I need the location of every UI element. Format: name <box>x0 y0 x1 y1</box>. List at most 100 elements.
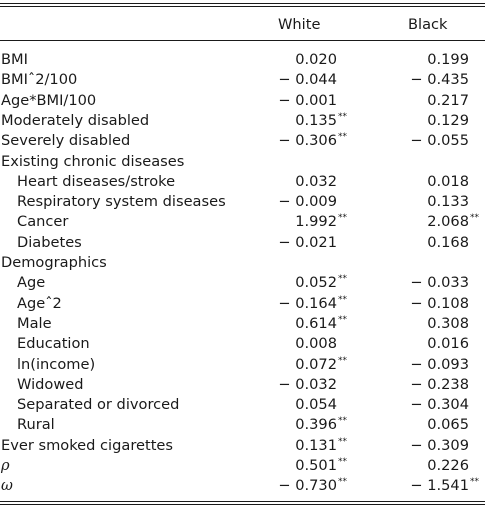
significance-stars: ** <box>338 355 347 366</box>
value-black-number: − 0.108 <box>410 294 469 312</box>
bottom-rule-2 <box>0 504 485 505</box>
value-white-number: 0.131 <box>295 436 337 454</box>
table-row: ω − 0.730 ** − 1.541 ** <box>0 476 485 496</box>
value-black-number: 0.129 <box>427 111 469 129</box>
significance-stars: ** <box>338 314 347 325</box>
value-black-number: − 0.435 <box>410 71 469 89</box>
value-black: 0.226 <box>427 456 469 476</box>
significance-stars: ** <box>338 294 347 305</box>
row-label: Severely disabled <box>1 132 131 150</box>
significance-stars: ** <box>338 132 347 143</box>
value-black: 0.199 <box>427 50 469 70</box>
row-label: Diabetes <box>17 233 82 251</box>
table-row: BMIˆ2/100 − 0.044 − 0.435 <box>0 70 485 90</box>
value-black-number: 0.018 <box>427 172 469 190</box>
top-rule-1 <box>0 3 485 4</box>
row-label: Ageˆ2 <box>17 294 62 312</box>
value-white-number: 0.052 <box>295 274 337 292</box>
value-black: − 1.541 ** <box>410 476 479 496</box>
value-white: 0.008 <box>295 334 337 354</box>
value-white-number: − 0.001 <box>278 91 337 109</box>
value-white-number: 0.020 <box>295 51 337 68</box>
value-white: 0.135 ** <box>295 111 347 131</box>
value-white: − 0.001 <box>278 91 337 111</box>
value-black-number: − 1.541 <box>410 477 469 495</box>
row-label: Respiratory system diseases <box>17 193 226 211</box>
value-black: − 0.108 <box>410 294 469 314</box>
value-black-number: 2.068 <box>427 213 469 231</box>
row-label: Age <box>17 274 46 292</box>
significance-stars: ** <box>470 213 479 224</box>
value-white-number: − 0.044 <box>278 71 337 89</box>
table-row: Separated or divorced 0.054 − 0.304 <box>0 395 485 415</box>
value-white: 0.131 ** <box>295 436 347 456</box>
table-row: ρ 0.501 ** 0.226 <box>0 456 485 476</box>
value-white: 0.614 ** <box>295 314 347 334</box>
value-black: 2.068 ** <box>427 212 479 232</box>
significance-stars: ** <box>338 416 347 427</box>
row-label: Rural <box>17 416 55 434</box>
table-row: Moderately disabled 0.135 ** 0.129 <box>0 111 485 131</box>
value-black-number: 0.133 <box>427 193 469 211</box>
row-label: Demographics <box>1 254 107 271</box>
value-white: 0.032 <box>295 172 337 192</box>
row-label: Separated or divorced <box>17 396 180 414</box>
value-white-number: − 0.164 <box>278 294 337 312</box>
table-row: Widowed − 0.032 − 0.238 <box>0 375 485 395</box>
value-black-number: − 0.055 <box>410 132 469 150</box>
value-black-number: − 0.304 <box>410 396 469 414</box>
row-label: BMIˆ2/100 <box>1 71 78 89</box>
row-label: Age*BMI/100 <box>1 91 97 109</box>
value-white-number: 0.032 <box>295 172 337 190</box>
row-label: Existing chronic diseases <box>1 152 185 170</box>
value-white-number: − 0.032 <box>278 375 337 393</box>
value-black-number: − 0.238 <box>410 375 469 393</box>
value-black: 0.018 <box>427 172 469 192</box>
value-black-number: 0.217 <box>427 91 469 109</box>
value-white-number: 0.008 <box>295 335 337 353</box>
row-label: Ever smoked cigarettes <box>1 436 174 454</box>
row-label: BMI <box>1 51 28 68</box>
table-row: Education 0.008 0.016 <box>0 334 485 354</box>
table-row: Age*BMI/100 − 0.001 0.217 <box>0 91 485 111</box>
value-white: 0.054 <box>295 395 337 415</box>
table-row: Ever smoked cigarettes 0.131 ** − 0.309 <box>0 436 485 456</box>
row-label: ω <box>1 477 13 495</box>
value-black: 0.308 <box>427 314 469 334</box>
value-black: 0.016 <box>427 334 469 354</box>
value-white: 0.501 ** <box>295 456 347 476</box>
value-black-number: − 0.093 <box>410 355 469 373</box>
row-label: Heart diseases/stroke <box>17 172 176 190</box>
significance-stars: ** <box>338 213 347 224</box>
top-rule-2 <box>0 6 485 7</box>
header-rule <box>0 40 485 41</box>
value-black: 0.065 <box>427 415 469 435</box>
value-white: 1.992 ** <box>295 212 347 232</box>
significance-stars: ** <box>338 457 347 467</box>
table-row: Male 0.614 ** 0.308 <box>0 314 485 334</box>
value-white: − 0.032 <box>278 375 337 395</box>
value-black: 0.129 <box>427 111 469 131</box>
value-black-number: − 0.309 <box>410 436 469 454</box>
row-label: Cancer <box>17 213 69 231</box>
value-black: 0.133 <box>427 192 469 212</box>
bottom-rule-1 <box>0 501 485 502</box>
value-black: − 0.238 <box>410 375 469 395</box>
value-black: − 0.093 <box>410 355 469 375</box>
value-black-number: 0.308 <box>427 314 469 332</box>
value-black: − 0.435 <box>410 70 469 90</box>
column-header-white: White <box>278 16 321 33</box>
column-header-black: Black <box>408 16 448 33</box>
value-black: − 0.033 <box>410 273 469 293</box>
table-row: BMI 0.020 0.199 <box>0 50 485 70</box>
value-black-number: 0.226 <box>427 457 469 474</box>
table-row: Respiratory system diseases − 0.009 0.133 <box>0 192 485 212</box>
value-black-number: 0.016 <box>427 335 469 353</box>
value-white-number: 0.135 <box>295 111 337 129</box>
significance-stars: ** <box>338 274 347 285</box>
value-black: − 0.055 <box>410 131 469 151</box>
table-row: Severely disabled − 0.306 ** − 0.055 <box>0 131 485 151</box>
table-row: ln(income) 0.072 ** − 0.093 <box>0 355 485 375</box>
value-white: − 0.164 ** <box>278 294 347 314</box>
table-row: Demographics <box>0 253 485 273</box>
